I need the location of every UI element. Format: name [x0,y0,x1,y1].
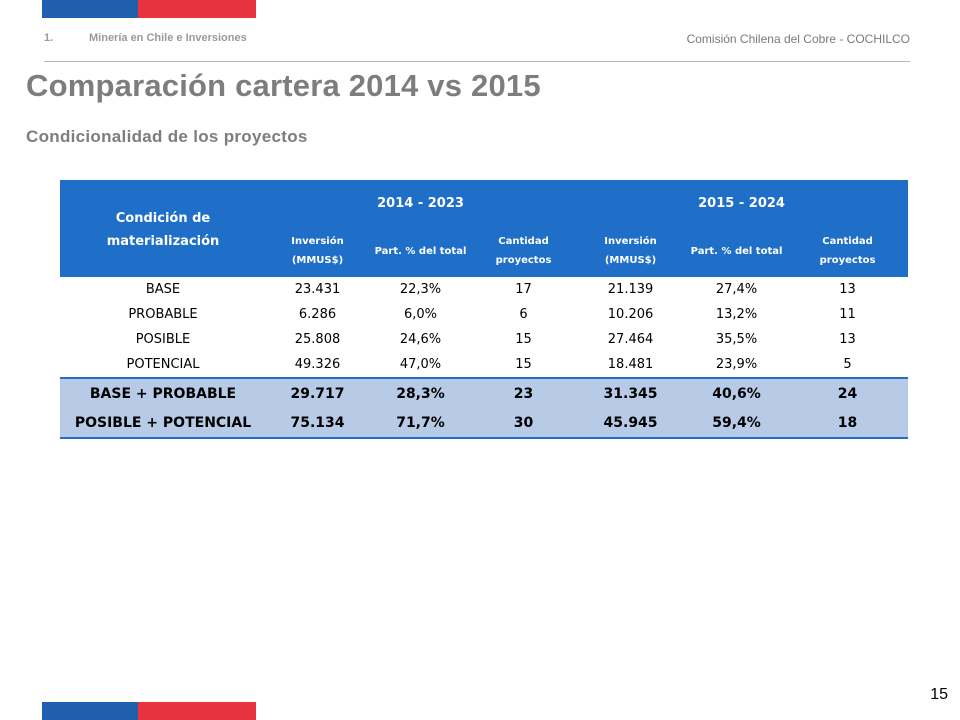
table-cell: 13 [787,327,909,352]
table-row: POSIBLE 25.808 24,6% 15 27.464 35,5% 13 [60,327,909,352]
table-cell: 5 [787,352,909,378]
subheader-share: Part. % del total [686,226,788,277]
subheader-share: Part. % del total [369,226,472,277]
organization-name: Comisión Chilena del Cobre - COCHILCO [686,32,910,46]
summary-cell: 31.345 [575,377,687,408]
page-subtitle: Condicionalidad de los proyectos [26,127,308,146]
row-label: POTENCIAL [60,352,266,378]
row-label: POSIBLE [60,327,266,352]
summary-cell: 75.134 [266,408,369,439]
section-number: 1. [44,32,54,44]
table-cell: 35,5% [686,327,788,352]
comparison-table: Condición de materialización 2014 - 2023… [60,180,909,439]
bottom-flag-bar [42,702,256,720]
row-label: PROBABLE [60,302,266,327]
summary-row: POSIBLE + POTENCIAL 75.134 71,7% 30 45.9… [60,408,909,439]
table-row: BASE 23.431 22,3% 17 21.139 27,4% 13 [60,277,909,302]
table-cell: 22,3% [369,277,472,302]
summary-cell: 28,3% [369,377,472,408]
summary-cell: 45.945 [575,408,687,439]
table-row: POTENCIAL 49.326 47,0% 15 18.481 23,9% 5 [60,352,909,378]
table-cell: 27.464 [575,327,687,352]
summary-label: POSIBLE + POTENCIAL [60,408,266,439]
table-cell: 13,2% [686,302,788,327]
summary-cell: 23 [472,377,576,408]
table-cell: 13 [787,277,909,302]
summary-cell: 29.717 [266,377,369,408]
period-header-2015: 2015 - 2024 [575,180,909,226]
table-cell: 6.286 [266,302,369,327]
subheader-count: Cantidad proyectos [787,226,909,277]
page-title: Comparación cartera 2014 vs 2015 [26,68,541,103]
summary-cell: 71,7% [369,408,472,439]
summary-cell: 18 [787,408,909,439]
table-cell: 18.481 [575,352,687,378]
table-cell: 21.139 [575,277,687,302]
row-label: BASE [60,277,266,302]
flag-red-segment [138,702,256,720]
table-cell: 15 [472,327,576,352]
section-title: Minería en Chile e Inversiones [89,32,247,44]
table-cell: 47,0% [369,352,472,378]
condition-header-line2: materialización [106,234,220,249]
summary-cell: 24 [787,377,909,408]
table-cell: 23.431 [266,277,369,302]
period-header-2014: 2014 - 2023 [266,180,576,226]
table-cell: 6,0% [369,302,472,327]
flag-blue-segment [42,702,138,720]
table-cell: 11 [787,302,909,327]
table-cell: 6 [472,302,576,327]
page-number: 15 [930,686,948,703]
table-cell: 10.206 [575,302,687,327]
table-cell: 23,9% [686,352,788,378]
table-cell: 15 [472,352,576,378]
header-divider [44,61,910,62]
table-cell: 49.326 [266,352,369,378]
table-cell: 27,4% [686,277,788,302]
subheader-count: Cantidad proyectos [472,226,576,277]
subheader-investment: Inversión (MMUS$) [575,226,687,277]
top-flag-bar [42,0,256,18]
summary-cell: 40,6% [686,377,788,408]
summary-cell: 30 [472,408,576,439]
table-cell: 24,6% [369,327,472,352]
summary-row: BASE + PROBABLE 29.717 28,3% 23 31.345 4… [60,377,909,408]
flag-red-segment [138,0,256,18]
condition-header-line1: Condición de [115,211,211,226]
summary-label: BASE + PROBABLE [60,377,266,408]
table-cell: 25.808 [266,327,369,352]
flag-blue-segment [42,0,138,18]
table-cell: 17 [472,277,576,302]
table-row: PROBABLE 6.286 6,0% 6 10.206 13,2% 11 [60,302,909,327]
section-header: 1. Minería en Chile e Inversiones [44,32,247,44]
subheader-investment: Inversión (MMUS$) [266,226,369,277]
summary-cell: 59,4% [686,408,788,439]
condition-header: Condición de materialización [60,180,266,277]
